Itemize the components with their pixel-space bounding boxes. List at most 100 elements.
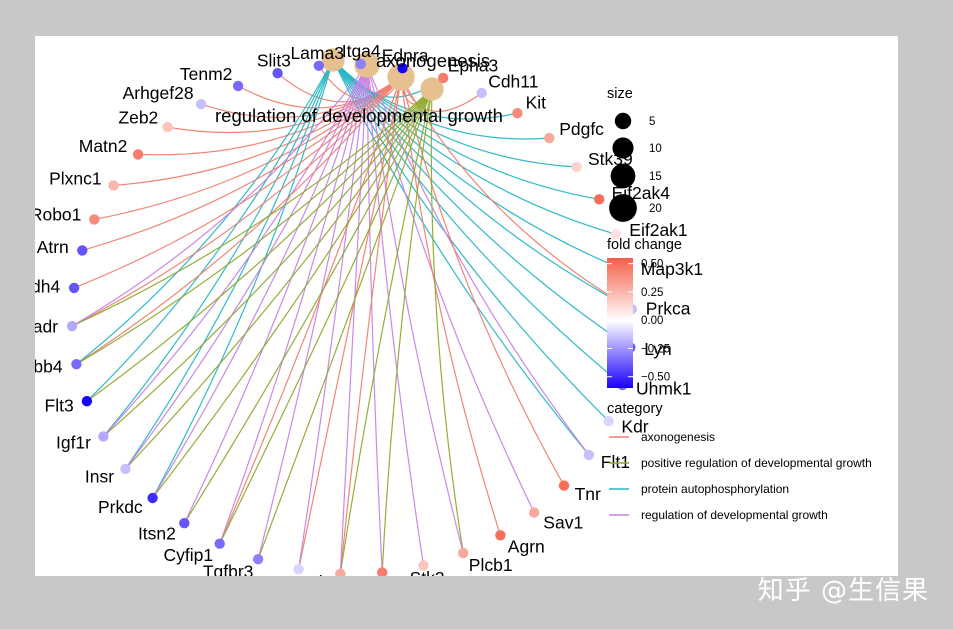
gene-label-prkca: Prkca	[646, 299, 691, 319]
edge-prkdc-regulation-of-developmental-growth	[152, 64, 368, 499]
gene-node-flt1	[583, 449, 595, 461]
edge-prkdc-positive-regulation-of-developmental-growth	[152, 88, 433, 499]
gene-label-sema5b: Sema5b	[263, 572, 328, 576]
size-legend-value: 15	[649, 171, 662, 183]
category-label-regulation-of-developmental-growth: regulation of developmental growth	[215, 105, 503, 126]
gene-label-flt1: Flt1	[601, 452, 630, 472]
gene-node-cdh4	[68, 282, 80, 294]
color-legend-value: 0.25	[641, 287, 663, 299]
edge-sema5b-axonogenesis	[298, 76, 402, 570]
size-legend-value: 20	[649, 203, 662, 215]
gene-label-itsn2: Itsn2	[138, 524, 176, 544]
color-legend-bar	[607, 258, 633, 388]
edge-atp8a2-axonogenesis	[339, 76, 402, 574]
gene-label-flt3: Flt3	[45, 395, 74, 415]
color-legend-value: −0.25	[641, 343, 670, 355]
gene-label-eif2ak1: Eif2ak1	[629, 220, 687, 240]
edge-prkca-protein-autophosphorylation	[332, 59, 633, 310]
category-legend-label: protein autophosphorylation	[641, 482, 789, 496]
category-label-axonogenesis: axonogenesis	[376, 50, 490, 71]
gene-label-cdh11: Cdh11	[488, 72, 538, 92]
gene-node-cyfip1	[214, 538, 225, 549]
size-legend-key	[609, 194, 637, 222]
category-node-axonogenesis	[387, 63, 415, 91]
edge-tenm2-axonogenesis	[237, 76, 402, 109]
color-legend-value: −0.50	[641, 372, 670, 384]
gene-node-agrn	[495, 530, 506, 541]
category-node-regulation-of-developmental-growth	[354, 52, 380, 78]
gene-node-itga4	[355, 58, 366, 70]
gene-label-slit3: Slit3	[257, 51, 291, 71]
edge-insr-positive-regulation-of-developmental-growth	[125, 88, 433, 470]
category-node-positive-regulation-of-developmental-growth	[420, 77, 444, 101]
edge-layer	[71, 59, 633, 574]
gene-node-stk3	[418, 560, 429, 571]
edge-flt3-positive-regulation-of-developmental-growth	[86, 88, 433, 402]
gene-node-lama3	[313, 60, 324, 71]
gene-node-cxadr	[66, 320, 78, 332]
color-legend-title: fold change	[607, 237, 682, 253]
gene-label-pdgfc: Pdgfc	[559, 119, 604, 139]
edge-tgfbr3-positive-regulation-of-developmental-growth	[257, 88, 433, 560]
edge-insr-regulation-of-developmental-growth	[125, 64, 368, 470]
gene-node-plcb1	[458, 547, 469, 559]
legend: size 5 10 15 20 fold change 0.50 0.25 0.00 −0.25 −…	[607, 86, 872, 522]
gene-node-prkdc	[147, 492, 158, 504]
gene-node-flt3	[81, 396, 93, 407]
gene-label-uhmk1: Uhmk1	[636, 378, 691, 398]
edge-tnr-axonogenesis	[400, 76, 565, 486]
size-legend-key	[614, 112, 632, 130]
gene-node-eif2ak4	[594, 194, 605, 205]
gene-label-agrn: Agrn	[508, 536, 545, 556]
gene-node-pdgfc	[544, 132, 555, 144]
gene-node-kdr	[603, 415, 614, 427]
edge-atp8a2-positive-regulation-of-developmental-growth	[339, 88, 433, 574]
category-nodes	[321, 48, 444, 101]
gene-label-lama3: Lama3	[290, 43, 344, 63]
gene-label-robo1: Robo1	[35, 204, 81, 224]
gene-node-sema5b	[293, 564, 304, 575]
edge-erbb4-axonogenesis	[76, 76, 402, 365]
color-legend-value: 0.00	[641, 315, 663, 327]
category-legend-title: category	[607, 401, 663, 417]
edge-prkdc-protein-autophosphorylation	[152, 59, 334, 499]
gene-label-kit: Kit	[526, 93, 547, 113]
gene-node-stk39	[571, 161, 582, 173]
edge-igf1r-positive-regulation-of-developmental-growth	[103, 88, 433, 437]
gene-node-plxnc1	[108, 180, 119, 191]
edge-slc23a2-regulation-of-developmental-growth	[366, 64, 383, 573]
gene-label-map3k1: Map3k1	[641, 259, 703, 279]
gene-label-erbb4: Erbb4	[35, 357, 63, 377]
edge-cyfip1-positive-regulation-of-developmental-growth	[219, 88, 433, 544]
edge-lyn-protein-autophosphorylation	[332, 59, 631, 348]
gene-node-cdh11	[476, 87, 487, 99]
gene-label-lyn: Lyn	[644, 339, 672, 359]
gene-label-kdr: Kdr	[621, 416, 648, 436]
edge-tgfbr3-regulation-of-developmental-growth	[257, 64, 368, 560]
gene-label-ednra: Ednra	[382, 45, 429, 65]
category-legend-label: axonogenesis	[641, 430, 715, 444]
edge-cxadr-regulation-of-developmental-growth	[71, 64, 368, 327]
edge-slc23a2-positive-regulation-of-developmental-growth	[381, 88, 433, 573]
gene-node-eif2ak1	[610, 229, 622, 240]
gene-label-sav1: Sav1	[543, 513, 583, 533]
gene-label-plxnc1: Plxnc1	[49, 169, 102, 189]
edge-plcb1-positive-regulation-of-developmental-growth	[430, 88, 464, 554]
edge-atrn-axonogenesis	[82, 76, 402, 251]
gene-label-matn2: Matn2	[79, 136, 128, 156]
gene-node-tenm2	[232, 80, 244, 92]
edge-cxadr-axonogenesis	[71, 76, 402, 327]
edge-cdh4-axonogenesis	[73, 76, 402, 289]
gene-node-atp8a2	[335, 568, 346, 576]
edge-sema5b-regulation-of-developmental-growth	[298, 64, 368, 570]
gene-label-itga4: Itga4	[342, 41, 381, 61]
edge-uhmk1-protein-autophosphorylation	[332, 59, 623, 386]
gene-label-plcb1: Plcb1	[469, 555, 513, 575]
edge-igf1r-protein-autophosphorylation	[102, 59, 334, 437]
gene-label-cxadr: Cxadr	[35, 317, 58, 337]
size-legend-key	[610, 163, 636, 189]
edge-igf1r-regulation-of-developmental-growth	[102, 64, 368, 437]
gene-label-prkdc: Prkdc	[98, 497, 143, 517]
